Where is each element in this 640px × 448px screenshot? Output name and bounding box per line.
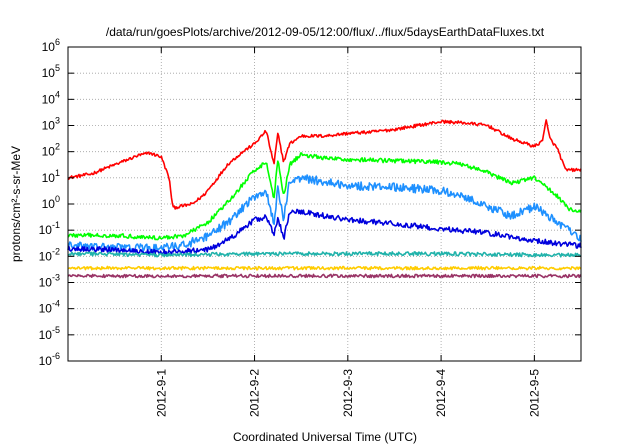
y-tick-label: 101 [42, 168, 60, 185]
y-tick-exponent: 3 [55, 116, 60, 126]
series-line-7 [67, 273, 582, 279]
y-tick-label: 103 [42, 116, 60, 133]
series-group [67, 119, 582, 279]
y-tick-label: 102 [42, 142, 60, 159]
y-tick-exponent: 2 [55, 142, 60, 152]
series-line-4 [67, 208, 582, 256]
y-tick-base: 10 [39, 276, 53, 290]
plot-frame [67, 46, 582, 362]
y-tick-base: 10 [39, 249, 53, 263]
y-tick-label: 10-3 [39, 273, 60, 290]
y-tick-exponent: -6 [52, 351, 60, 361]
series-line-2 [67, 152, 582, 241]
y-tick-base: 10 [39, 328, 53, 342]
y-tick-exponent: -3 [52, 273, 60, 283]
y-tick-base: 10 [42, 197, 56, 211]
y-tick-label: 106 [42, 37, 60, 54]
y-tick-label: 10-4 [39, 299, 60, 316]
series-line-3 [67, 174, 582, 253]
y-tick-base: 10 [42, 66, 56, 80]
y-tick-exponent: -1 [52, 220, 60, 230]
y-tick-exponent: -4 [52, 299, 60, 309]
y-tick-label: 104 [42, 89, 60, 106]
y-tick-label: 10-1 [39, 220, 60, 237]
y-tick-exponent: -2 [52, 246, 60, 256]
y-axis-label: protons/cm²-s-sr-MeV [9, 146, 23, 262]
y-tick-base: 10 [42, 40, 56, 54]
y-tick-label: 105 [42, 63, 60, 80]
x-tick-label: 2012-9-3 [341, 369, 355, 417]
x-axis-label: Coordinated Universal Time (UTC) [233, 430, 417, 444]
y-tick-base: 10 [42, 145, 56, 159]
series-line-6 [67, 265, 582, 271]
y-tick-exponent: 1 [55, 168, 60, 178]
y-tick-base: 10 [39, 354, 53, 368]
y-tick-label: 10-2 [39, 246, 60, 263]
y-tick-base: 10 [42, 171, 56, 185]
x-axis: 2012-9-1 2012-9-2 2012-9-3 2012-9-4 2012-9-5 [154, 47, 541, 417]
y-tick-base: 10 [39, 223, 53, 237]
y-tick-exponent: 5 [55, 63, 60, 73]
y-tick-label: 100 [42, 194, 60, 211]
y-tick-base: 10 [39, 302, 53, 316]
grid-lines [68, 47, 581, 361]
series-line-1 [67, 119, 582, 210]
x-tick-label: 2012-9-2 [248, 369, 262, 417]
y-tick-exponent: 4 [55, 89, 60, 99]
chart-title: /data/run/goesPlots/archive/2012-09-05/1… [106, 25, 545, 39]
y-tick-base: 10 [42, 92, 56, 106]
y-tick-exponent: 0 [55, 194, 60, 204]
y-tick-base: 10 [42, 119, 56, 133]
y-tick-label: 10-5 [39, 325, 60, 342]
y-tick-label: 10-6 [39, 351, 60, 368]
x-tick-label: 2012-9-1 [154, 369, 168, 417]
series-line-5 [67, 251, 582, 258]
x-tick-label: 2012-9-5 [527, 369, 541, 417]
y-tick-exponent: 6 [55, 37, 60, 47]
y-tick-exponent: -5 [52, 325, 60, 335]
y-axis: 10-610-510-410-310-210-11001011021031041… [39, 37, 581, 368]
x-tick-label: 2012-9-4 [434, 369, 448, 417]
